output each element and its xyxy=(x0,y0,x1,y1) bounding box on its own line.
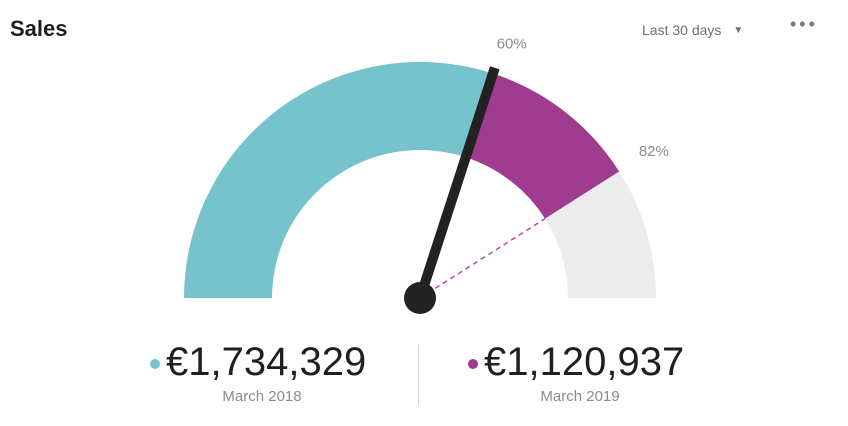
stat-2018-label: March 2018 xyxy=(222,388,302,405)
period-dropdown[interactable]: Last 30 days ▼ xyxy=(642,22,743,38)
more-options-icon[interactable]: ••• xyxy=(790,14,818,34)
gauge-chart: 60% 82% xyxy=(184,36,669,314)
gauge-needle xyxy=(415,66,500,300)
gauge-marker-line xyxy=(419,218,546,299)
gauge-label-1: 82% xyxy=(639,143,669,160)
gauge-segment-1 xyxy=(465,73,620,219)
period-dropdown-label: Last 30 days xyxy=(642,22,722,38)
widget-title: Sales xyxy=(10,16,68,41)
legend-dot-2018 xyxy=(150,359,160,369)
gauge-needle-hub xyxy=(404,282,436,314)
stat-2018-value: €1,734,329 xyxy=(166,340,367,384)
gauge-segment-0 xyxy=(184,61,493,299)
stat-2019-label: March 2019 xyxy=(540,388,620,405)
gauge-label-0: 60% xyxy=(497,36,527,53)
stat-2018: €1,734,329 March 2018 xyxy=(150,338,374,405)
stat-2019: €1,120,937 March 2019 xyxy=(468,338,692,405)
legend-dot-2019 xyxy=(468,359,478,369)
caret-down-icon: ▼ xyxy=(733,24,744,36)
stats-divider xyxy=(418,345,419,405)
gauge-segment-2 xyxy=(544,171,656,298)
stat-2019-value: €1,120,937 xyxy=(484,340,685,384)
